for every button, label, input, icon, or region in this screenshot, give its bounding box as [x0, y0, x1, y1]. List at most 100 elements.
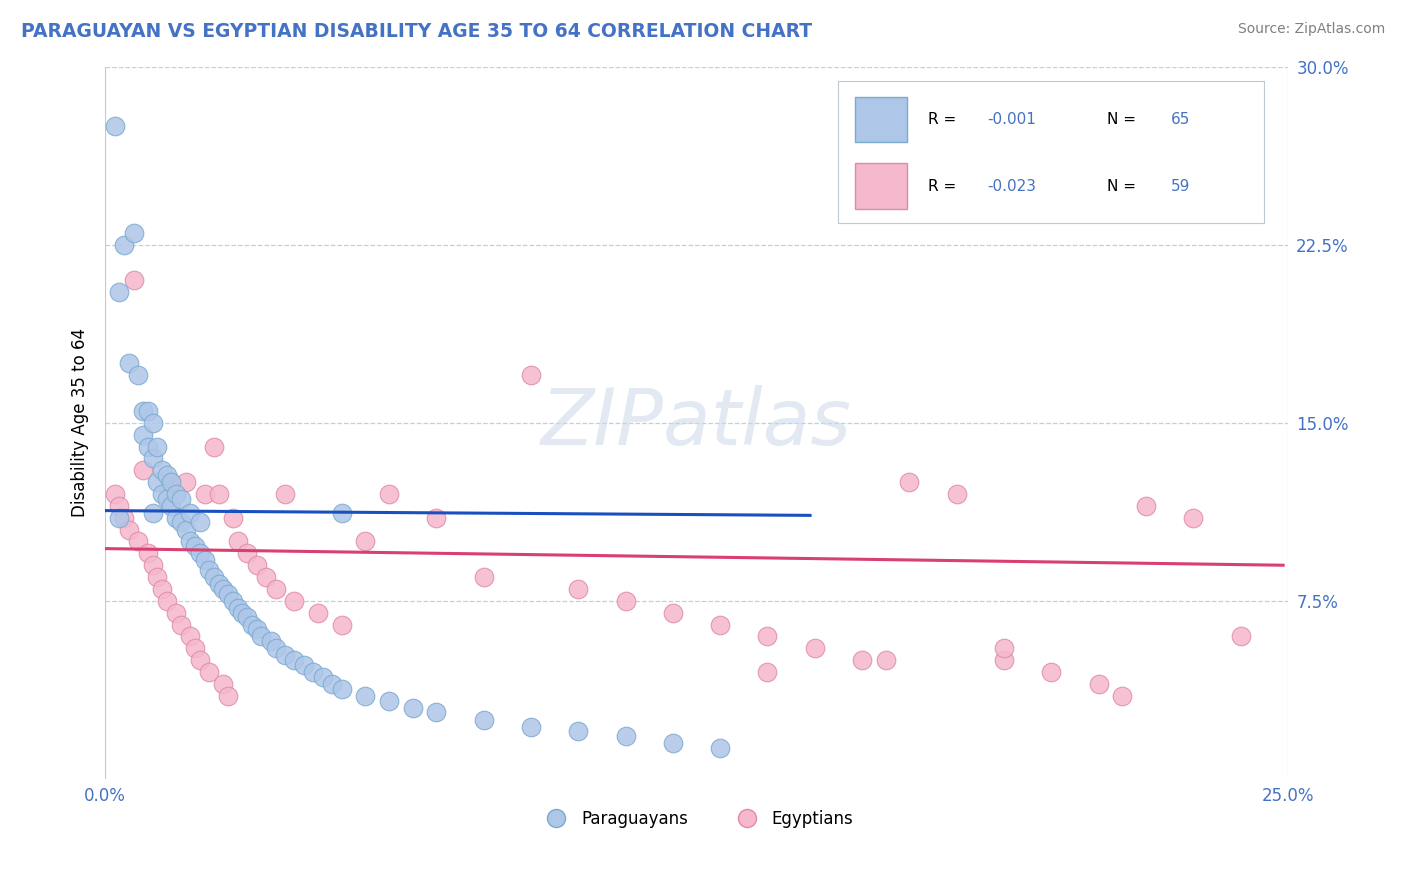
Point	[226, 534, 249, 549]
Point	[132, 463, 155, 477]
Point	[226, 601, 249, 615]
Y-axis label: Disability Age 35 to 64: Disability Age 35 to 64	[72, 328, 89, 517]
Point	[108, 499, 131, 513]
Point	[212, 582, 235, 596]
Point	[240, 617, 263, 632]
Point	[174, 475, 197, 489]
Point	[146, 440, 169, 454]
Point	[150, 582, 173, 596]
Point	[188, 546, 211, 560]
Point	[402, 700, 425, 714]
Point	[472, 713, 495, 727]
Point	[104, 119, 127, 133]
Point	[993, 653, 1015, 667]
Point	[160, 475, 183, 489]
Point	[222, 594, 245, 608]
Point	[112, 237, 135, 252]
Point	[354, 534, 377, 549]
Point	[132, 427, 155, 442]
Point	[146, 570, 169, 584]
Point	[236, 610, 259, 624]
Legend: Paraguayans, Egyptians: Paraguayans, Egyptians	[533, 804, 860, 835]
Point	[245, 623, 267, 637]
Point	[520, 368, 543, 383]
Point	[945, 487, 967, 501]
Point	[264, 641, 287, 656]
Point	[141, 416, 163, 430]
Point	[202, 570, 225, 584]
Point	[170, 516, 193, 530]
Point	[851, 653, 873, 667]
Point	[378, 487, 401, 501]
Point	[188, 516, 211, 530]
Point	[127, 534, 149, 549]
Point	[217, 689, 239, 703]
Point	[274, 487, 297, 501]
Point	[150, 463, 173, 477]
Point	[756, 630, 779, 644]
Point	[1182, 510, 1205, 524]
Point	[141, 451, 163, 466]
Point	[165, 510, 187, 524]
Point	[112, 510, 135, 524]
Point	[662, 736, 685, 750]
Point	[174, 523, 197, 537]
Point	[231, 606, 253, 620]
Point	[898, 475, 921, 489]
Point	[193, 553, 215, 567]
Point	[118, 356, 141, 370]
Point	[202, 440, 225, 454]
Point	[330, 617, 353, 632]
Point	[425, 510, 447, 524]
Point	[208, 577, 231, 591]
Point	[146, 475, 169, 489]
Point	[108, 510, 131, 524]
Point	[709, 741, 731, 756]
Point	[756, 665, 779, 679]
Point	[330, 506, 353, 520]
Point	[330, 681, 353, 696]
Point	[156, 594, 179, 608]
Point	[520, 720, 543, 734]
Point	[179, 506, 201, 520]
Point	[1087, 677, 1109, 691]
Point	[378, 693, 401, 707]
Point	[156, 468, 179, 483]
Point	[260, 634, 283, 648]
Point	[264, 582, 287, 596]
Point	[118, 523, 141, 537]
Point	[292, 657, 315, 672]
Point	[312, 670, 335, 684]
Point	[321, 677, 343, 691]
Point	[354, 689, 377, 703]
Point	[156, 491, 179, 506]
Point	[567, 724, 589, 739]
Point	[132, 404, 155, 418]
Point	[150, 487, 173, 501]
Point	[283, 594, 305, 608]
Point	[245, 558, 267, 573]
Point	[212, 677, 235, 691]
Point	[567, 582, 589, 596]
Point	[193, 487, 215, 501]
Point	[993, 641, 1015, 656]
Point	[179, 534, 201, 549]
Point	[307, 606, 329, 620]
Point	[160, 499, 183, 513]
Point	[127, 368, 149, 383]
Point	[170, 617, 193, 632]
Point	[662, 606, 685, 620]
Point	[425, 706, 447, 720]
Text: ZIPatlas: ZIPatlas	[541, 384, 852, 461]
Point	[283, 653, 305, 667]
Point	[1040, 665, 1063, 679]
Point	[165, 606, 187, 620]
Point	[302, 665, 325, 679]
Point	[804, 641, 827, 656]
Point	[875, 653, 897, 667]
Point	[709, 617, 731, 632]
Point	[184, 539, 207, 553]
Text: Source: ZipAtlas.com: Source: ZipAtlas.com	[1237, 22, 1385, 37]
Point	[1111, 689, 1133, 703]
Point	[184, 641, 207, 656]
